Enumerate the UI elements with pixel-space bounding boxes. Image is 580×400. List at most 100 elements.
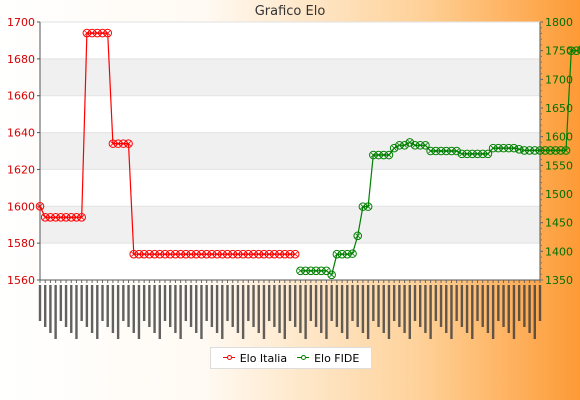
x-tick-label [330, 285, 333, 321]
x-tick-label [153, 285, 156, 333]
data-point-1 [566, 46, 576, 55]
data-point-1 [410, 140, 420, 150]
x-tick-label [38, 285, 42, 321]
x-tick-label [424, 285, 427, 333]
x-tick-label [252, 285, 255, 327]
data-point-1 [447, 146, 456, 156]
y-left-tick-label: 1580 [7, 237, 35, 250]
x-tick-label [377, 285, 380, 327]
data-point-0 [212, 249, 222, 259]
legend-item-elo-italia[interactable]: Elo Italia [222, 351, 288, 365]
data-point-1 [296, 266, 305, 276]
data-point-mark-0 [37, 203, 43, 209]
data-point-0 [77, 213, 86, 222]
series-line-0 [39, 32, 296, 255]
y-left-tick-label: 1620 [7, 163, 35, 176]
x-tick-label [174, 285, 177, 333]
x-tick-label [215, 285, 219, 333]
data-point-mark-0 [292, 251, 298, 257]
y-left-tick-label: 1600 [7, 200, 35, 213]
x-tick-label [241, 285, 245, 339]
y-right-tick-label: 1800 [545, 16, 573, 29]
x-tick-label [231, 285, 234, 327]
data-point-0 [254, 249, 264, 259]
x-tick-label [439, 285, 443, 327]
y-right-tick-label: 1500 [545, 188, 573, 201]
data-point-0 [244, 249, 253, 259]
y-right-tick-label: 1750 [545, 45, 573, 58]
data-point-0 [259, 249, 269, 259]
data-point-1 [327, 270, 336, 280]
x-tick-label [314, 285, 318, 327]
data-point-0 [176, 249, 185, 259]
x-tick-label [398, 285, 401, 327]
data-point-0 [270, 249, 279, 259]
x-tick-label [517, 285, 521, 321]
data-point-1 [577, 45, 580, 54]
data-point-0 [155, 249, 165, 259]
x-tick-label [200, 285, 203, 339]
x-tick-label [523, 285, 526, 327]
x-tick-label [210, 285, 214, 327]
data-point-1 [400, 140, 409, 150]
data-point-0 [46, 213, 55, 222]
x-tick-label [413, 285, 417, 321]
data-point-0 [113, 139, 123, 148]
x-tick-label [507, 285, 510, 333]
x-tick-label [288, 285, 292, 321]
legend-label-elo-italia: Elo Italia [239, 351, 288, 365]
x-tick-label [320, 285, 323, 333]
x-tick-label [64, 285, 68, 327]
data-point-0 [72, 213, 81, 222]
data-point-mark-1 [563, 147, 569, 153]
x-tick-label [491, 285, 495, 339]
data-point-1 [358, 202, 368, 211]
data-point-1 [384, 150, 394, 160]
x-tick-label [445, 285, 448, 333]
data-point-1 [546, 146, 555, 155]
x-tick-label [372, 285, 375, 321]
data-point-0 [98, 28, 107, 38]
x-tick-label [299, 285, 302, 333]
y-right-tick-label: 1550 [545, 159, 573, 172]
x-tick-label [419, 285, 422, 327]
data-point-1 [311, 266, 321, 276]
x-tick-label [101, 285, 104, 321]
x-tick-label [158, 285, 161, 339]
x-tick-label [195, 285, 198, 333]
y-right-tick-label: 1400 [545, 245, 573, 258]
x-tick-label [538, 285, 542, 321]
data-point-1 [556, 146, 566, 155]
x-tick-label [137, 285, 141, 339]
data-point-1 [337, 249, 347, 259]
data-point-1 [520, 146, 529, 155]
data-point-0 [66, 213, 76, 222]
x-tick-label [44, 285, 47, 327]
data-point-1 [431, 146, 441, 156]
data-point-1 [478, 149, 488, 159]
x-tick-label [262, 285, 266, 339]
x-tick-label [502, 285, 505, 327]
data-point-0 [171, 249, 180, 259]
legend: Elo Italia Elo FIDE [210, 347, 372, 369]
y-left-tick-label: 1700 [7, 16, 35, 29]
data-point-0 [150, 249, 159, 259]
data-point-1 [499, 143, 508, 153]
legend-item-elo-fide[interactable]: Elo FIDE [297, 352, 359, 365]
x-tick-label [75, 285, 78, 339]
data-point-0 [56, 213, 66, 222]
grid-band [40, 58, 540, 96]
x-tick-label [111, 285, 115, 333]
data-point-0 [285, 249, 295, 259]
data-point-0 [249, 249, 258, 259]
data-point-1 [452, 146, 461, 156]
data-point-0 [197, 249, 206, 259]
x-tick-label [283, 285, 286, 339]
data-point-1 [301, 266, 310, 276]
x-tick-label [460, 285, 464, 327]
data-point-0 [145, 249, 154, 259]
data-point-0 [217, 249, 227, 259]
data-point-0 [40, 213, 50, 222]
x-tick-label [434, 285, 438, 321]
data-point-1 [379, 150, 389, 160]
